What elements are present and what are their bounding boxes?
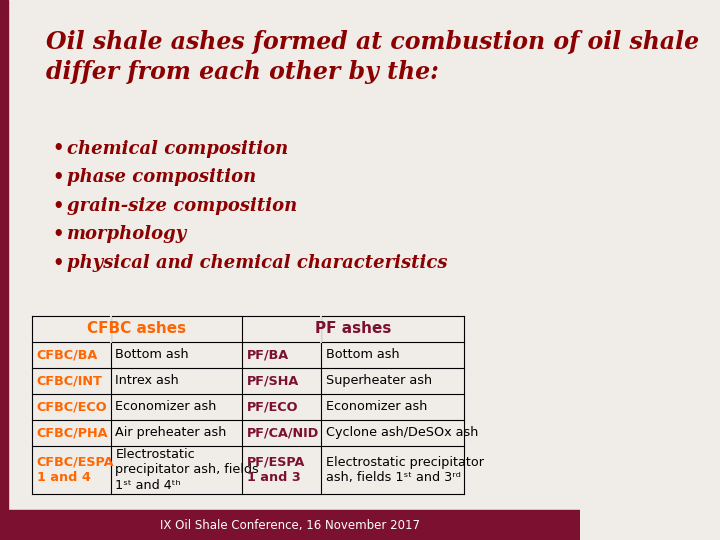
Text: CFBC/BA: CFBC/BA	[37, 348, 98, 361]
Text: chemical composition: chemical composition	[67, 139, 288, 158]
Text: physical and chemical characteristics: physical and chemical characteristics	[67, 254, 447, 272]
Text: •: •	[53, 197, 64, 215]
Text: phase composition: phase composition	[67, 168, 256, 186]
Text: PF/CA/NID: PF/CA/NID	[247, 426, 319, 439]
Text: Electrostatic precipitator
ash, fields 1ˢᵗ and 3ʳᵈ: Electrostatic precipitator ash, fields 1…	[325, 456, 484, 484]
Text: CFBC/PHA: CFBC/PHA	[37, 426, 108, 439]
Text: IX Oil Shale Conference, 16 November 2017: IX Oil Shale Conference, 16 November 201…	[160, 518, 420, 532]
Text: PF/BA: PF/BA	[247, 348, 289, 361]
Text: PF/SHA: PF/SHA	[247, 374, 299, 387]
Text: •: •	[53, 225, 64, 244]
Text: •: •	[53, 254, 64, 272]
Text: Economizer ash: Economizer ash	[325, 400, 427, 413]
Text: PF ashes: PF ashes	[315, 321, 392, 336]
Text: Intrex ash: Intrex ash	[115, 374, 179, 387]
Text: Superheater ash: Superheater ash	[325, 374, 432, 387]
Text: CFBC/ECO: CFBC/ECO	[37, 400, 107, 413]
Text: CFBC ashes: CFBC ashes	[88, 321, 186, 336]
Text: morphology: morphology	[67, 225, 187, 244]
Text: PF/ECO: PF/ECO	[247, 400, 298, 413]
Text: CFBC/ESPA
1 and 4: CFBC/ESPA 1 and 4	[37, 456, 114, 484]
Text: PF/ESPA
1 and 3: PF/ESPA 1 and 3	[247, 456, 305, 484]
Text: Oil shale ashes formed at combustion of oil shale
differ from each other by the:: Oil shale ashes formed at combustion of …	[46, 30, 700, 84]
Bar	[0, 510, 580, 540]
Text: grain-size composition: grain-size composition	[67, 197, 297, 215]
Text: CFBC/INT: CFBC/INT	[37, 374, 102, 387]
Text: •: •	[53, 139, 64, 158]
Text: Economizer ash: Economizer ash	[115, 400, 217, 413]
Text: Bottom ash: Bottom ash	[115, 348, 189, 361]
Bar	[0, 0, 8, 510]
Text: Air preheater ash: Air preheater ash	[115, 426, 227, 439]
Text: Bottom ash: Bottom ash	[325, 348, 400, 361]
Text: •: •	[53, 168, 64, 186]
Text: Cyclone ash/DeSOx ash: Cyclone ash/DeSOx ash	[325, 426, 478, 439]
Text: Electrostatic
precipitator ash, fields
1ˢᵗ and 4ᵗʰ: Electrostatic precipitator ash, fields 1…	[115, 448, 259, 492]
